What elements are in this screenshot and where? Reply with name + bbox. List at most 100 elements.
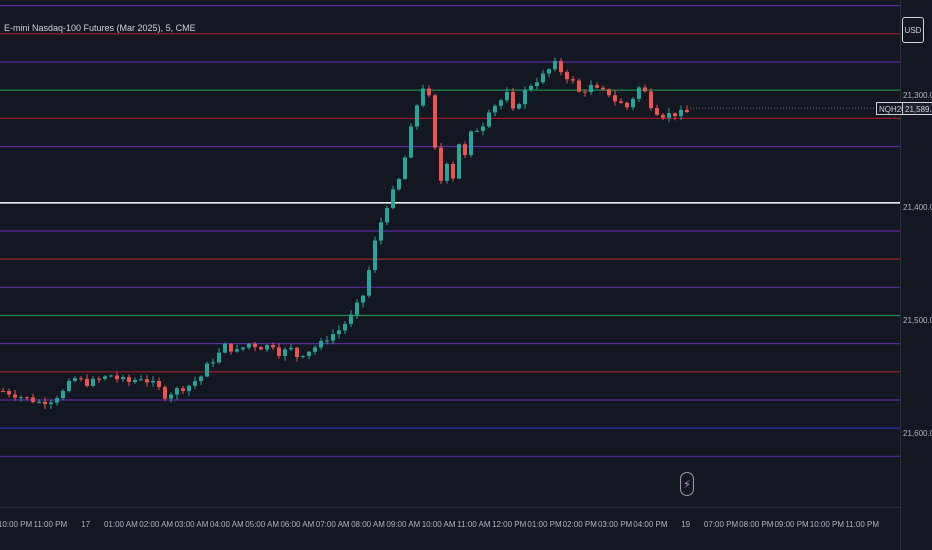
candle	[13, 390, 17, 401]
lightning-icon: ⚡︎	[683, 478, 691, 491]
candle	[517, 102, 521, 110]
time-axis-label: 01:00 PM	[527, 520, 562, 529]
candle	[139, 375, 143, 382]
currency-button[interactable]: USD	[902, 17, 924, 43]
candle-body	[121, 377, 125, 380]
candle-body	[565, 72, 569, 80]
candle	[151, 376, 155, 387]
price-scale-label: 21,300.00	[903, 90, 932, 100]
candle	[541, 69, 545, 85]
candle-body	[415, 105, 419, 127]
time-axis-label: 04:00 PM	[633, 520, 668, 529]
candle	[379, 217, 383, 245]
candle-body	[439, 147, 443, 181]
candle-body	[643, 87, 647, 92]
candle-body	[409, 126, 413, 158]
candle	[277, 343, 281, 359]
candle	[583, 89, 587, 97]
candle-body	[427, 88, 431, 96]
time-axis-label: 10:00 PM	[809, 520, 845, 529]
candle	[175, 386, 179, 400]
candle	[475, 128, 479, 133]
candle	[157, 377, 161, 391]
candle-body	[247, 343, 251, 348]
candle	[349, 309, 353, 327]
candle-body	[133, 380, 137, 382]
candle	[127, 374, 131, 387]
candle-body	[91, 378, 95, 386]
candle-body	[367, 270, 371, 296]
candle	[667, 108, 671, 123]
candle	[223, 342, 227, 354]
candle-body	[667, 113, 671, 118]
candle-body	[637, 87, 641, 99]
candle	[271, 342, 275, 350]
candle-body	[469, 131, 473, 155]
candle-body	[457, 144, 461, 179]
candle-body	[481, 126, 485, 131]
price-scale-label: 21,400.00	[903, 203, 932, 213]
candle	[19, 395, 23, 402]
candle	[427, 85, 431, 98]
candle-body	[343, 323, 347, 331]
candle	[445, 162, 449, 184]
time-axis-label: 04:00 AM	[209, 520, 244, 529]
candle	[7, 388, 11, 398]
candle-body	[349, 314, 353, 324]
candle-body	[73, 378, 77, 381]
time-axis-label: 19	[681, 520, 691, 529]
candle-body	[625, 102, 629, 108]
candle-body	[85, 378, 89, 386]
candle	[649, 88, 653, 111]
candle-body	[169, 394, 173, 399]
candle	[391, 185, 395, 210]
candle	[523, 86, 527, 110]
price-axis-divider	[900, 0, 901, 550]
candle	[463, 141, 467, 159]
candle-body	[541, 73, 545, 83]
candle	[625, 101, 629, 111]
current-price-label: 21,589.00	[902, 102, 932, 116]
candle	[235, 344, 239, 353]
candle-body	[127, 377, 131, 382]
candle-body	[1, 390, 5, 392]
price-scale-label: 21,600.00	[903, 428, 932, 438]
time-axis-label: 09:00 PM	[774, 520, 809, 529]
time-axis-label: 11:00 AM	[457, 520, 491, 529]
candle	[121, 375, 125, 382]
candle-body	[103, 376, 107, 379]
time-axis-label: 07:00 AM	[315, 520, 350, 529]
candle-body	[37, 401, 41, 403]
candle	[1, 387, 5, 393]
candle	[433, 93, 437, 150]
candle-body	[313, 347, 317, 352]
candle-body	[361, 295, 365, 303]
time-axis-label: 11:00 PM	[845, 520, 880, 529]
candle	[469, 130, 473, 158]
candle	[415, 104, 419, 130]
candle	[205, 361, 209, 378]
alert-button[interactable]: ⚡︎	[680, 472, 694, 496]
time-axis-label: 12:00 PM	[492, 520, 527, 529]
time-axis-label: 06:00 AM	[280, 520, 315, 529]
candle	[403, 155, 407, 180]
candle-body	[253, 343, 257, 348]
candle	[37, 399, 41, 404]
candle	[655, 104, 659, 116]
candle-body	[589, 85, 593, 92]
candle	[241, 346, 245, 352]
time-axis-label: 17	[81, 520, 91, 529]
candle	[301, 355, 305, 359]
candle	[607, 88, 611, 98]
candle-body	[163, 387, 167, 399]
candle	[85, 374, 89, 388]
candle	[295, 346, 299, 362]
candle	[559, 58, 563, 76]
candle	[331, 329, 335, 345]
candle-body	[157, 381, 161, 388]
candle-body	[55, 398, 59, 403]
candle-body	[559, 61, 563, 73]
candle	[619, 98, 623, 104]
